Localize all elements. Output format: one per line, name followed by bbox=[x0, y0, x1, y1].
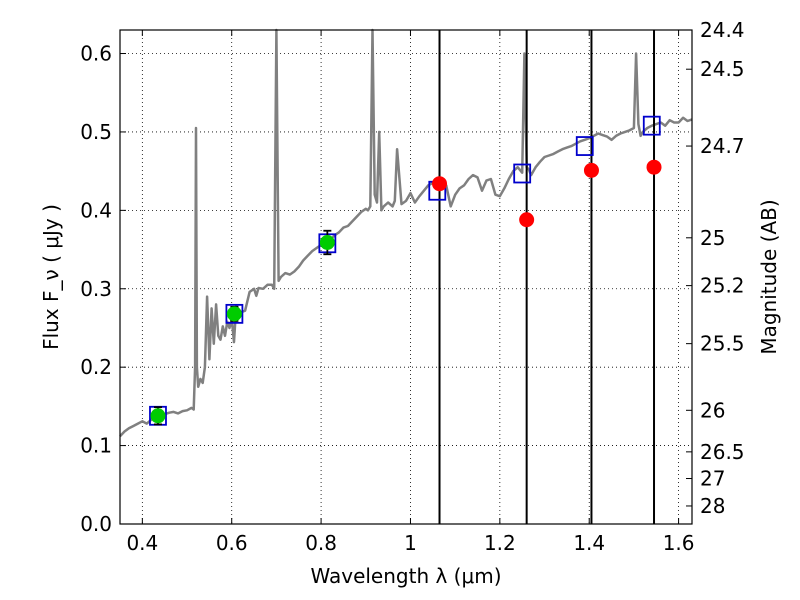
spectrum-layer bbox=[119, 28, 693, 438]
right-tick-label: 24.7 bbox=[700, 134, 745, 158]
x-axis-label: Wavelength λ (μm) bbox=[310, 564, 501, 588]
right-tick-label: 27 bbox=[700, 467, 725, 491]
spectrum-line bbox=[119, 28, 693, 438]
vertical-lines bbox=[438, 30, 656, 524]
x-tick-label: 1.6 bbox=[663, 531, 695, 555]
grid bbox=[120, 30, 692, 525]
model-box bbox=[513, 163, 532, 184]
markers bbox=[149, 115, 662, 426]
right-tick-label: 24.5 bbox=[700, 57, 745, 81]
nondetection-point bbox=[583, 162, 599, 178]
right-tick-label: 28 bbox=[700, 494, 725, 518]
detection-point bbox=[150, 408, 166, 424]
ticks: 0.4 0.6 0.8 1 1.2 1.4 1.6 0.0 0.1 0.2 0.3 0.4 0.5 0.6… bbox=[80, 18, 744, 555]
x-tick-label: 0.8 bbox=[305, 531, 337, 555]
right-tick-label: 25.5 bbox=[700, 332, 745, 356]
detection-point bbox=[226, 306, 242, 322]
y-tick-label: 0.2 bbox=[80, 355, 112, 379]
model-box bbox=[575, 136, 594, 156]
right-tick-label: 26.5 bbox=[700, 440, 745, 464]
y-tick-label: 0.4 bbox=[80, 198, 112, 222]
right-tick-label: 26 bbox=[700, 398, 725, 422]
y-tick-label: 0.3 bbox=[80, 277, 112, 301]
y-tick-label: 0.0 bbox=[80, 512, 112, 536]
x-tick-label: 1.4 bbox=[573, 531, 605, 555]
right-tick-label: 25 bbox=[700, 226, 725, 250]
y-tick-label: 0.5 bbox=[80, 120, 112, 144]
right-tick-label: 25.2 bbox=[700, 274, 745, 298]
right-axis-label: Magnitude (AB) bbox=[757, 199, 781, 354]
x-tick-label: 0.6 bbox=[216, 531, 248, 555]
y-axis-label: Flux F_ν ( μJy ) bbox=[39, 204, 63, 350]
nondetection-point bbox=[519, 212, 535, 228]
y-tick-label: 0.6 bbox=[80, 42, 112, 66]
nondetection-point bbox=[646, 159, 662, 175]
model-box bbox=[642, 115, 661, 136]
model-box bbox=[225, 303, 244, 324]
right-tick-label: 24.4 bbox=[700, 18, 745, 42]
x-tick-label: 1 bbox=[404, 531, 417, 555]
y-tick-label: 0.1 bbox=[80, 434, 112, 458]
nondetection-point bbox=[432, 176, 448, 192]
x-tick-label: 0.4 bbox=[126, 531, 158, 555]
plot-frame bbox=[119, 29, 693, 525]
x-tick-label: 1.2 bbox=[484, 531, 516, 555]
detection-point bbox=[319, 234, 335, 250]
